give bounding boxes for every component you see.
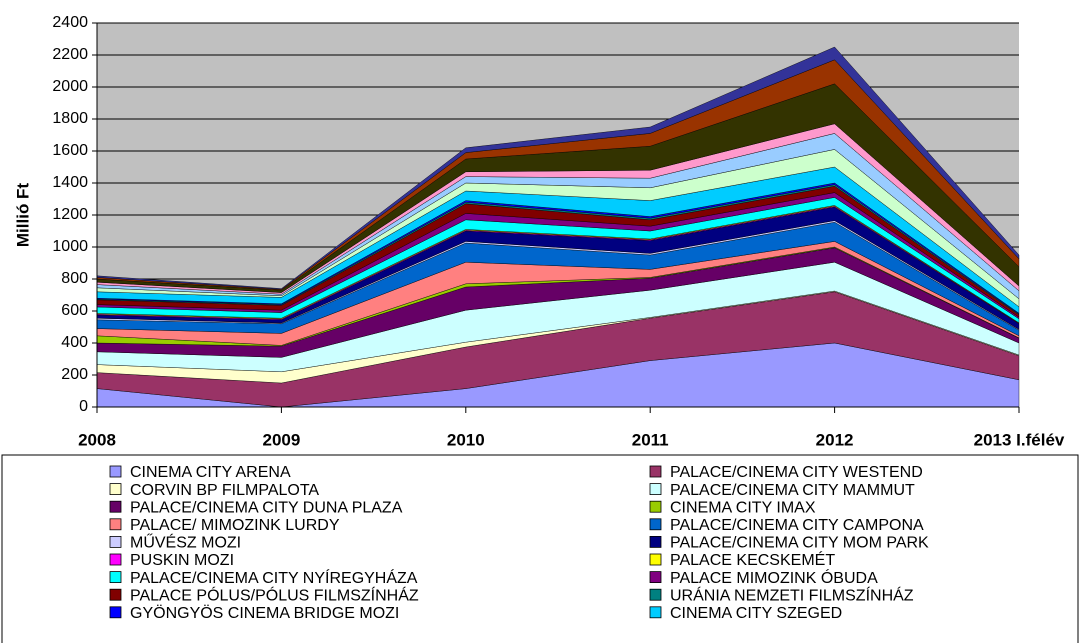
- legend-label: PALACE KECSKEMÉT: [670, 550, 835, 569]
- legend-label: PALACE/CINEMA CITY CAMPONA: [670, 517, 924, 534]
- legend-label: PALACE/ MIMOZINK LURDY: [130, 517, 340, 534]
- x-tick-label: 2009: [262, 430, 300, 449]
- y-tick-label: 600: [61, 302, 88, 319]
- legend-label: MŰVÉSZ MOZI: [130, 533, 241, 552]
- legend-label: CINEMA CITY SZEGED: [670, 605, 842, 622]
- legend-swatch: [649, 606, 662, 619]
- x-tick-label: 2008: [78, 430, 116, 449]
- legend-label: PALACE/CINEMA CITY DUNA PLAZA: [130, 499, 403, 516]
- legend-swatch: [649, 588, 662, 601]
- y-tick-label: 2200: [52, 46, 88, 63]
- legend-swatch: [109, 571, 122, 583]
- y-tick-label: 1000: [52, 238, 88, 255]
- y-tick-label: 1600: [52, 142, 88, 159]
- legend-swatch: [109, 606, 122, 619]
- legend-swatch: [649, 518, 662, 531]
- legend-label: PALACE PÓLUS/PÓLUS FILMSZÍNHÁZ: [130, 585, 419, 604]
- legend-label: PUSKIN MOZI: [130, 552, 234, 569]
- legend-label: CORVIN BP FILMPALOTA: [130, 482, 319, 499]
- legend-label: CINEMA CITY ARENA: [130, 464, 291, 481]
- x-tick-label: 2011: [632, 430, 669, 449]
- x-tick-label: 2012: [816, 430, 854, 449]
- y-tick-label: 1400: [52, 174, 88, 191]
- legend-label: PALACE/CINEMA CITY MOM PARK: [670, 535, 929, 552]
- legend-label: PALACE/CINEMA CITY NYÍREGYHÁZA: [130, 568, 418, 587]
- legend: [1, 454, 1079, 643]
- legend-swatch: [109, 536, 122, 548]
- legend-swatch: [649, 500, 662, 513]
- y-tick-label: 800: [61, 270, 88, 287]
- legend-swatch: [109, 588, 122, 601]
- legend-swatch: [649, 483, 662, 496]
- x-tick-label: 2010: [447, 430, 485, 449]
- legend-swatch: [649, 465, 662, 478]
- y-tick-label: 0: [79, 398, 88, 415]
- legend-swatch: [109, 518, 122, 531]
- y-axis-label: Millió Ft: [13, 183, 32, 248]
- y-tick-label: 2000: [52, 78, 88, 95]
- legend-swatch: [649, 571, 662, 583]
- legend-label: URÁNIA NEMZETI FILMSZÍNHÁZ: [670, 585, 914, 604]
- legend-label: PALACE MIMOZINK ÓBUDA: [670, 568, 878, 587]
- legend-swatch: [109, 483, 122, 496]
- y-tick-label: 400: [61, 334, 88, 351]
- legend-swatch: [109, 465, 122, 478]
- legend-label: PALACE/CINEMA CITY WESTEND: [670, 464, 923, 481]
- legend-swatch: [109, 500, 122, 513]
- area: [96, 46, 1020, 290]
- y-tick-label: 200: [61, 366, 88, 383]
- y-tick-label: 2400: [52, 14, 88, 31]
- y-tick-label: 1200: [52, 206, 88, 223]
- legend-swatch: [649, 536, 662, 548]
- legend-label: PALACE/CINEMA CITY MAMMUT: [670, 482, 915, 499]
- legend-label: GYÖNGYÖS CINEMA BRIDGE MOZI: [130, 604, 399, 622]
- legend-label: CINEMA CITY IMAX: [670, 499, 816, 516]
- y-tick-label: 1800: [52, 110, 88, 127]
- x-tick-label: 2013 I.félév: [974, 430, 1065, 449]
- legend-swatch: [649, 553, 662, 566]
- legend-swatch: [109, 553, 122, 566]
